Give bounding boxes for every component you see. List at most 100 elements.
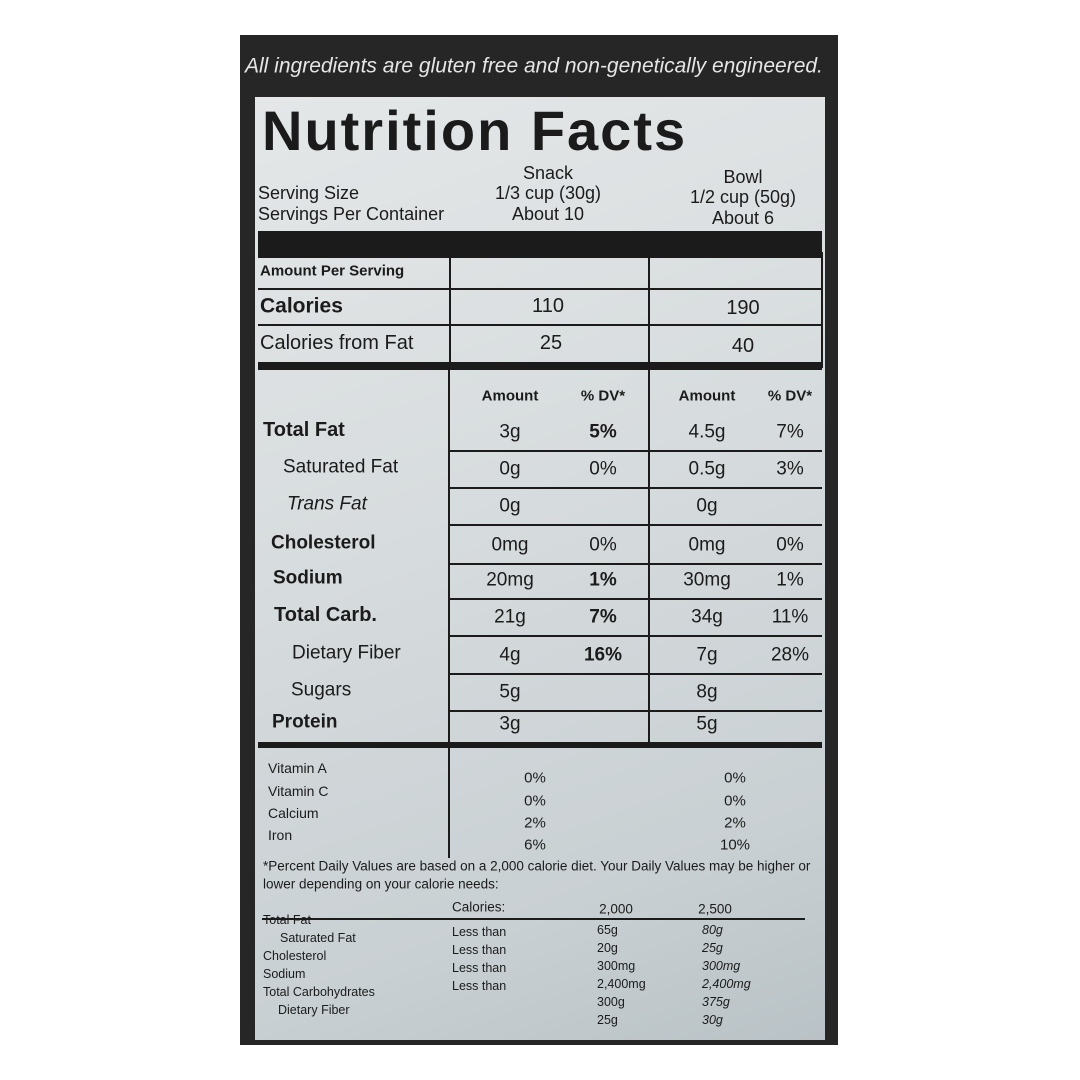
nutrient-value: 20mg bbox=[486, 569, 534, 591]
dv-cell: Saturated Fat bbox=[280, 930, 356, 945]
rule bbox=[258, 288, 822, 290]
dv-cell: Dietary Fiber bbox=[278, 1002, 350, 1017]
amount-header: Amount Per Serving bbox=[260, 262, 405, 280]
title: Nutrition Facts bbox=[262, 99, 688, 162]
nutrient-value: 16% bbox=[583, 644, 623, 666]
nutrient-label: Sugars bbox=[291, 679, 352, 701]
serving-size: 1/3 cup (30g) bbox=[494, 183, 602, 203]
nutrient-value: 8g bbox=[696, 681, 718, 703]
vitamin-label: Vitamin C bbox=[268, 783, 329, 799]
serving-label: Servings Per Container bbox=[258, 204, 445, 224]
rule bbox=[262, 918, 805, 920]
servings: About 10 bbox=[511, 204, 585, 224]
dv-cell: Total Fat bbox=[263, 912, 311, 927]
nutrient-value: 0g bbox=[696, 495, 718, 517]
vitamin-value: 2% bbox=[724, 814, 746, 832]
thick-bar bbox=[258, 231, 822, 258]
nutrient-label: Protein bbox=[272, 711, 338, 733]
rule bbox=[450, 450, 822, 452]
nutrient-label: Cholesterol bbox=[271, 532, 376, 554]
column-rule bbox=[821, 252, 823, 368]
nutrient-label: Sodium bbox=[273, 567, 343, 589]
dv-cell: 20g bbox=[597, 940, 618, 955]
nutrient-value: 28% bbox=[770, 644, 810, 666]
value: 190 bbox=[726, 297, 760, 319]
nutrient-value: 0% bbox=[776, 534, 804, 556]
nutrient-value: 5g bbox=[696, 713, 718, 735]
dv-cell: 2,400mg bbox=[597, 976, 646, 991]
thick-bar bbox=[258, 742, 822, 748]
value: 110 bbox=[532, 295, 564, 317]
vitamin-label: Iron bbox=[268, 827, 293, 843]
nutrient-value: 34g bbox=[691, 606, 723, 628]
rule bbox=[450, 635, 822, 637]
dv-cell: 30g bbox=[702, 1012, 723, 1027]
dv-cell: Less than bbox=[452, 924, 507, 939]
vitamin-value: 6% bbox=[524, 836, 546, 854]
banner-text: All ingredients are gluten free and non-… bbox=[245, 54, 823, 78]
vitamin-value: 0% bbox=[524, 769, 546, 787]
dv-cell: 65g bbox=[597, 922, 618, 937]
nutrient-value: 4.5g bbox=[688, 421, 726, 443]
rule bbox=[450, 710, 822, 712]
vitamin-label: Calcium bbox=[268, 805, 319, 821]
nutrient-value: 0g bbox=[499, 458, 521, 480]
nutrient-value: 3g bbox=[499, 713, 521, 735]
dv-header: 2,500 bbox=[698, 901, 732, 917]
nutrient-value: 0mg bbox=[491, 534, 529, 556]
nutrient-value: 11% bbox=[771, 606, 809, 628]
vitamin-value: 0% bbox=[524, 792, 546, 810]
dv-cell: 375g bbox=[702, 994, 730, 1009]
nutrient-label: Total Carb. bbox=[274, 604, 377, 626]
nutrient-value: 0.5g bbox=[688, 458, 726, 480]
dv-cell: Less than bbox=[452, 942, 507, 957]
column-rule bbox=[448, 370, 450, 858]
footnote: *Percent Daily Values are based on a 2,0… bbox=[263, 858, 811, 874]
nutrient-value: 3g bbox=[499, 421, 521, 443]
nutrient-value: 4g bbox=[499, 644, 521, 666]
nutrient-value: 5g bbox=[499, 681, 521, 703]
thick-bar bbox=[258, 362, 822, 370]
row-label: Calories bbox=[260, 294, 343, 318]
footnote: lower depending on your calorie needs: bbox=[263, 876, 499, 892]
dv-cell: Total Carbohydrates bbox=[263, 984, 375, 999]
value: 40 bbox=[731, 335, 755, 357]
column-rule bbox=[648, 252, 650, 368]
servings: About 6 bbox=[711, 208, 775, 228]
value: 25 bbox=[539, 332, 563, 354]
rule bbox=[450, 524, 822, 526]
rule bbox=[258, 324, 822, 326]
dv-cell: 2,400mg bbox=[702, 976, 751, 991]
column-name: Bowl bbox=[723, 167, 763, 187]
nutrient-value: 5% bbox=[589, 421, 617, 443]
serving-label: Serving Size bbox=[258, 183, 360, 203]
rule bbox=[450, 598, 822, 600]
nutrient-label: Saturated Fat bbox=[283, 456, 399, 478]
nutrient-value: 1% bbox=[589, 569, 617, 591]
rule bbox=[450, 563, 822, 565]
nutrient-value: 21g bbox=[494, 606, 526, 628]
nutrient-value: 7g bbox=[696, 644, 718, 666]
column-header: Amount bbox=[678, 387, 736, 405]
nutrient-value: 0g bbox=[499, 495, 521, 517]
column-header: % DV* bbox=[580, 387, 626, 405]
nutrient-label: Trans Fat bbox=[287, 493, 367, 515]
dv-cell: 80g bbox=[702, 922, 723, 937]
vitamin-value: 0% bbox=[724, 792, 746, 810]
nutrient-value: 7% bbox=[589, 606, 617, 628]
dv-header: Calories: bbox=[452, 899, 506, 915]
column-rule bbox=[648, 370, 650, 746]
nutrient-value: 0% bbox=[589, 534, 617, 556]
dv-cell: 300g bbox=[597, 994, 625, 1009]
nutrient-value: 7% bbox=[776, 421, 804, 443]
nutrient-label: Total Fat bbox=[263, 419, 345, 441]
column-name: Snack bbox=[522, 163, 574, 183]
column-rule bbox=[449, 252, 451, 368]
rule bbox=[450, 673, 822, 675]
column-header: Amount bbox=[481, 387, 539, 405]
vitamin-label: Vitamin A bbox=[268, 760, 327, 776]
dv-cell: Less than bbox=[452, 960, 507, 975]
dv-header: 2,000 bbox=[599, 901, 633, 917]
nutrient-value: 1% bbox=[776, 569, 804, 591]
